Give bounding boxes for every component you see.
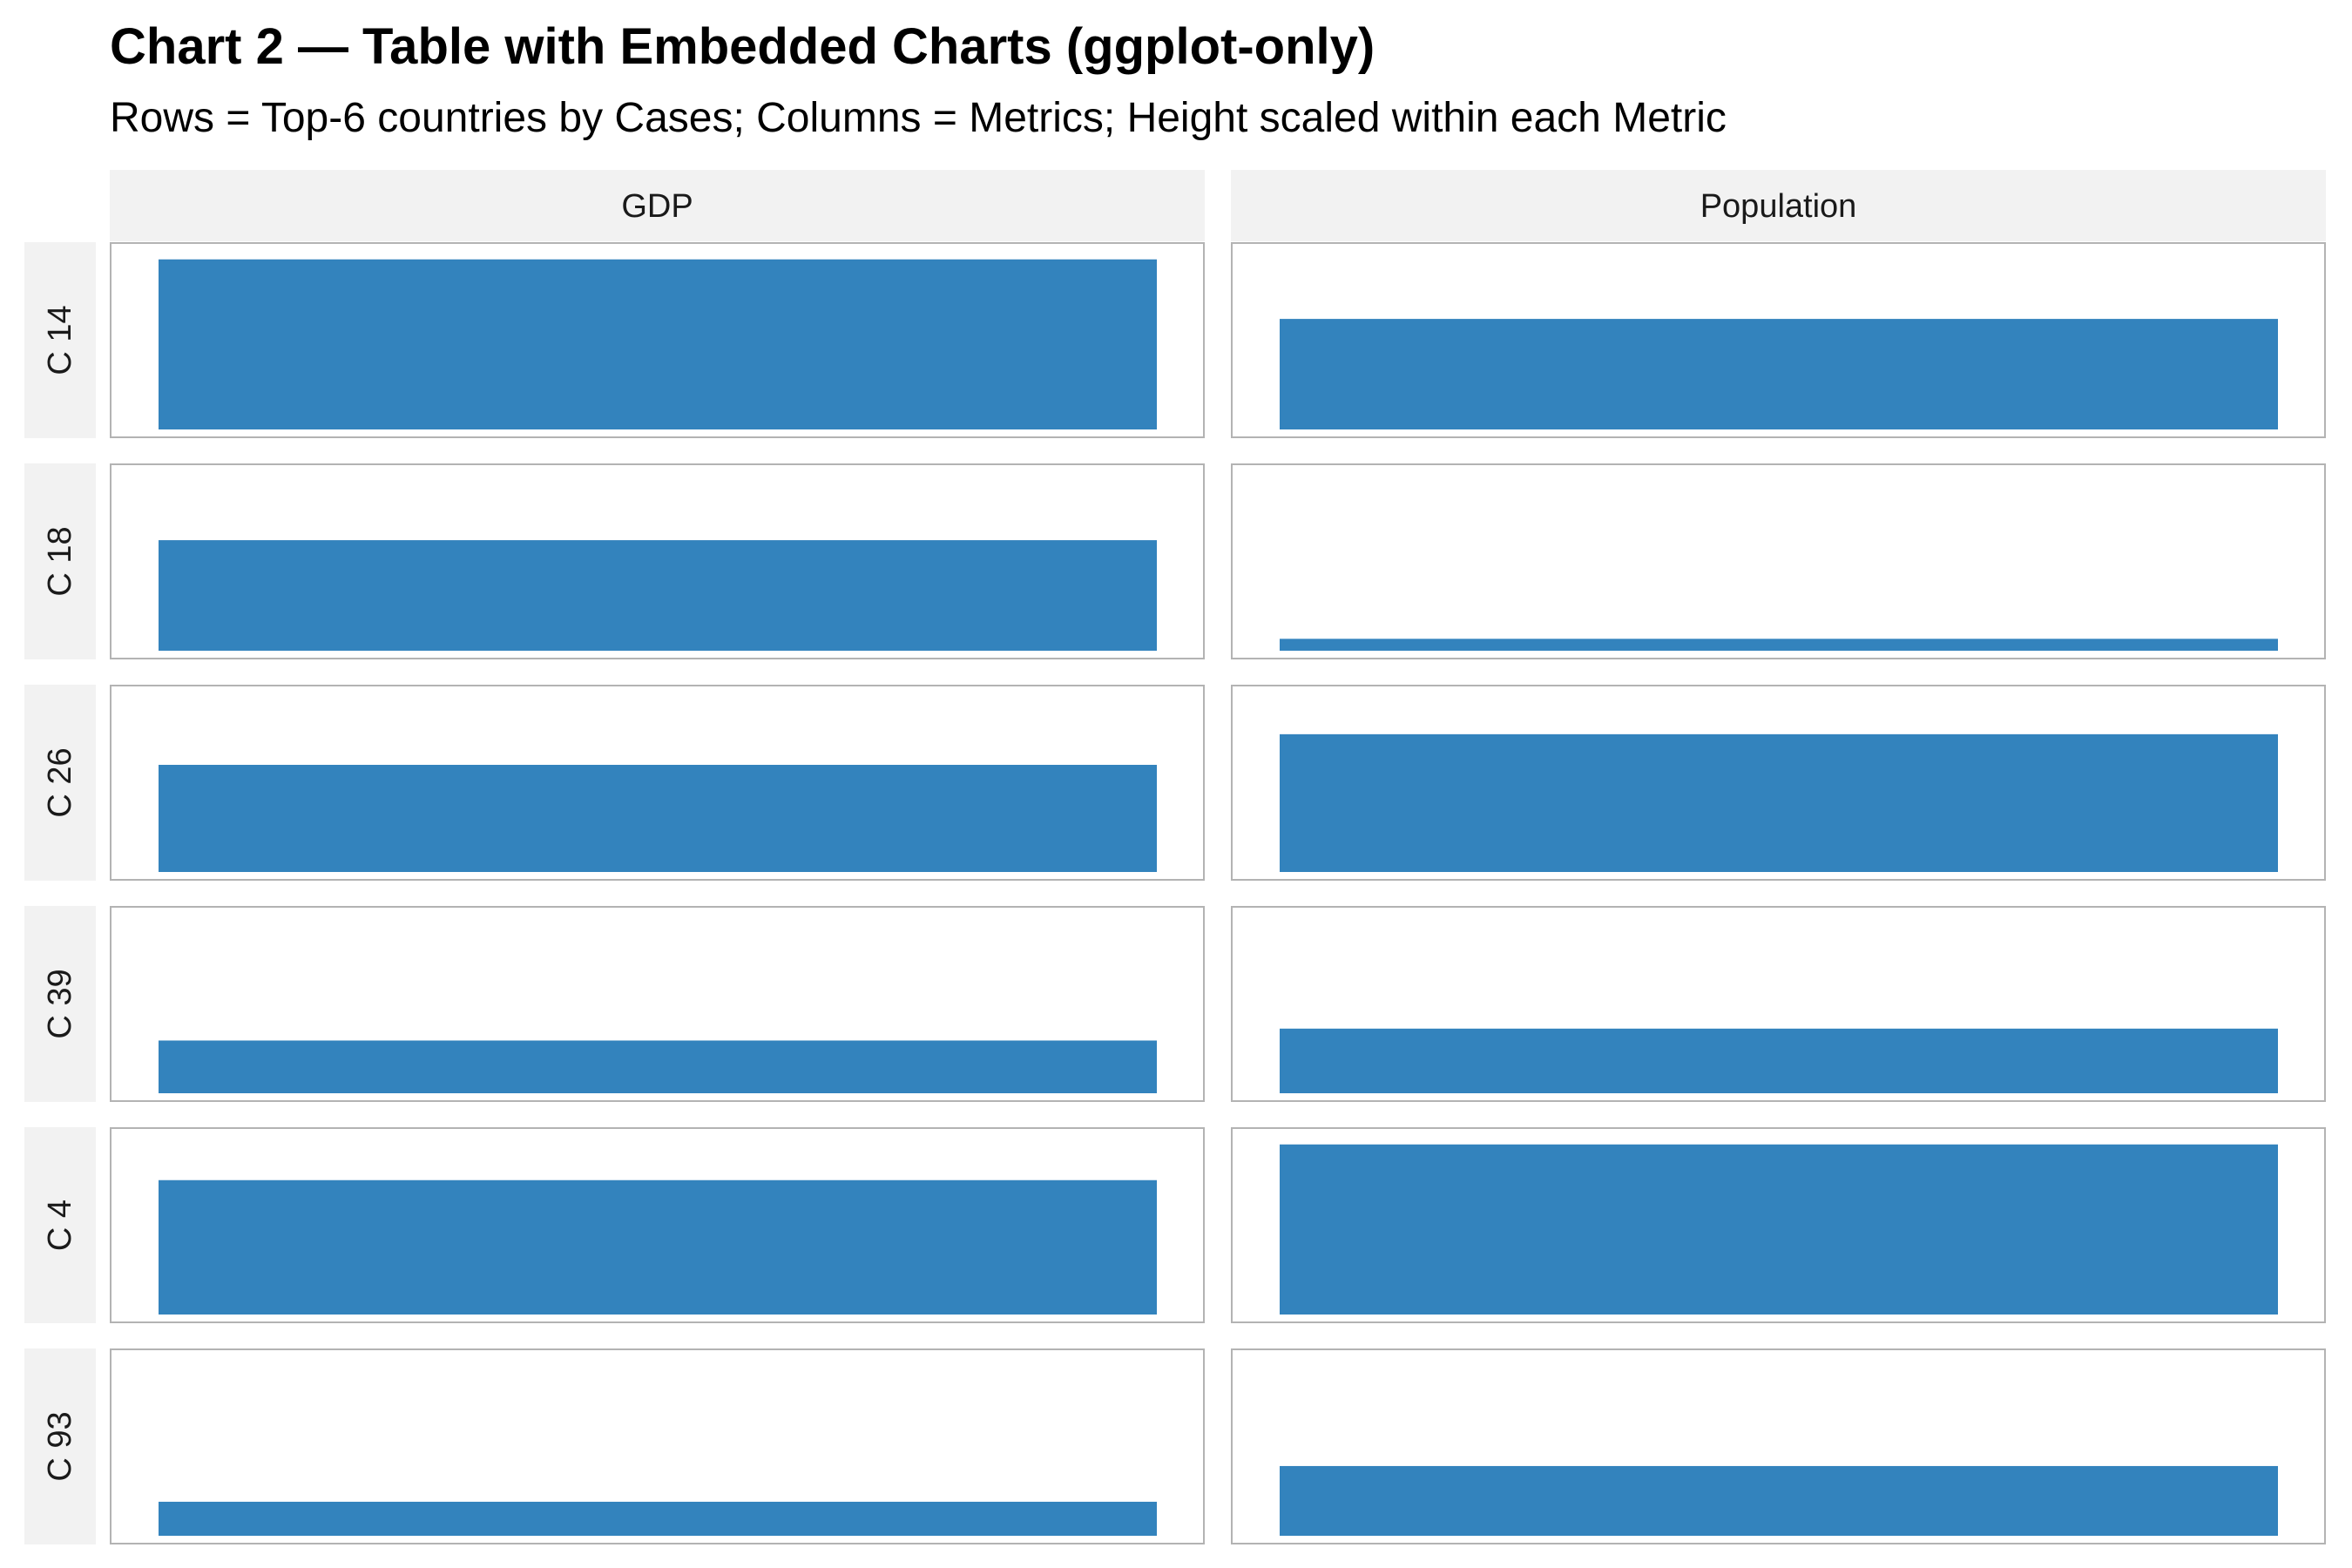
chart-subtitle: Rows = Top-6 countries by Cases; Columns…: [110, 95, 1727, 141]
panel: [1231, 463, 2326, 659]
bar-c39-gdp: [159, 1040, 1157, 1093]
row-strip-label: C 26: [42, 747, 78, 817]
row-strip-label: C 18: [42, 526, 78, 596]
row-strip: [24, 685, 96, 881]
bar-c93-gdp: [159, 1501, 1157, 1536]
row-strip: [24, 906, 96, 1102]
bar-c14-gdp: [159, 259, 1157, 429]
column-strip-population: [1231, 170, 2326, 241]
bar-c14-population: [1280, 319, 2278, 429]
column-strip-label: GDP: [621, 188, 693, 225]
bar-c26-population: [1280, 733, 2278, 872]
bar-c18-gdp: [159, 540, 1157, 651]
bar-c39-population: [1280, 1028, 2278, 1093]
bar-c18-population: [1280, 639, 2278, 651]
column-strip-label: Population: [1700, 188, 1857, 225]
row-strip-label: C 4: [42, 1200, 78, 1251]
row-strip: [24, 463, 96, 659]
bar-c93-population: [1280, 1465, 2278, 1536]
bar-c26-gdp: [159, 765, 1157, 872]
chart-title: Chart 2 — Table with Embedded Charts (gg…: [110, 18, 1375, 75]
row-strip-label: C 14: [42, 305, 78, 375]
row-strip-label: C 93: [42, 1411, 78, 1481]
bar-c4-population: [1280, 1144, 2278, 1315]
row-strip: [24, 1348, 96, 1544]
row-strip-label: C 39: [42, 969, 78, 1038]
column-strip-gdp: [110, 170, 1205, 241]
row-strip: [24, 242, 96, 438]
row-strip: [24, 1127, 96, 1323]
bar-c4-gdp: [159, 1179, 1157, 1315]
